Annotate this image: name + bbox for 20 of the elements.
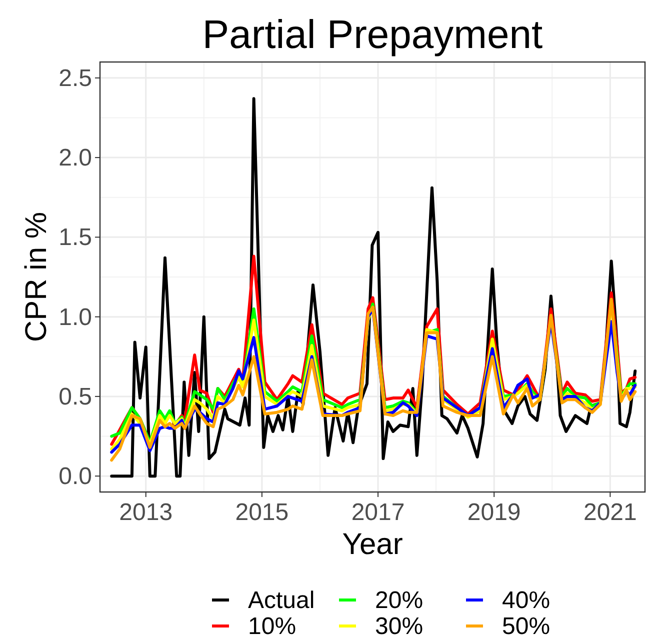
y-tick-label: 0.5 (58, 383, 92, 410)
legend-label: 30% (375, 613, 424, 636)
legend-label: Actual (248, 587, 315, 614)
y-axis-title: CPR in % (20, 212, 53, 342)
x-tick-label: 2015 (235, 499, 289, 526)
y-tick-label: 2.5 (58, 64, 92, 92)
y-tick-label: 1.5 (58, 224, 92, 252)
y-tick-label: 1.0 (58, 304, 92, 331)
chart-title: Partial Prepayment (202, 13, 543, 57)
x-tick-label: 2013 (119, 499, 173, 526)
x-axis-title: Year (342, 528, 403, 561)
legend-label: 40% (502, 587, 550, 614)
y-tick-label: 0.0 (58, 463, 92, 490)
x-tick-label: 2021 (583, 499, 637, 526)
x-tick-label: 2019 (467, 499, 521, 526)
x-tick-label: 2017 (351, 499, 405, 526)
legend-label: 20% (375, 587, 424, 614)
legend-label: 10% (248, 613, 296, 636)
y-tick-label: 2.0 (58, 144, 92, 172)
legend-label: 50% (502, 613, 550, 636)
